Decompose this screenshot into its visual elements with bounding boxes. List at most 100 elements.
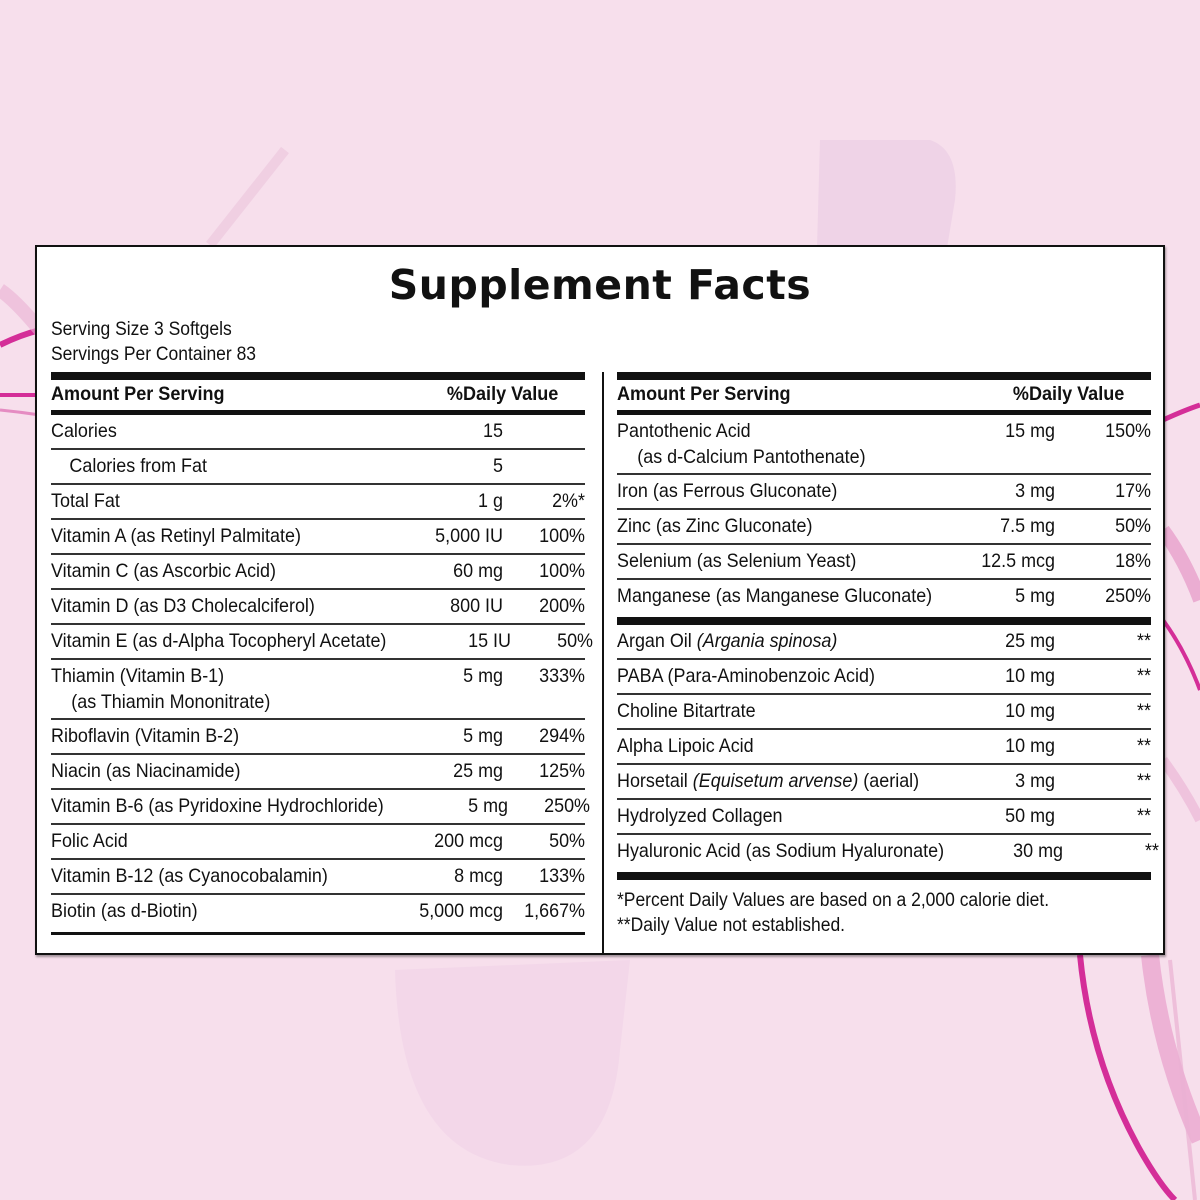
nutrient-amount: 5 [493, 455, 503, 477]
ingredient-dv: ** [1144, 840, 1159, 862]
medium-rule [51, 410, 585, 415]
nutrient-dv: 294% [539, 725, 585, 747]
nutrient-amount: 3 mg [1015, 480, 1055, 502]
nutrient-name-main: Thiamin (Vitamin B-1) [51, 665, 225, 687]
column-header: Amount Per Serving %Daily Value [617, 380, 1124, 410]
table-row: Alpha Lipoic Acid 10 mg ** [617, 728, 1151, 763]
nutrient-amount: 12.5 mcg [981, 550, 1055, 572]
ingredient-name: Hyaluronic Acid (as Sodium Hyaluronate) [617, 840, 945, 862]
table-row: Vitamin D (as D3 Cholecalciferol) 800 IU 2… [51, 588, 585, 623]
ingredient-part: (aerial) [863, 770, 920, 792]
ingredient-dv: ** [1137, 805, 1151, 827]
nutrient-name: Calories [51, 420, 117, 442]
thick-rule [617, 617, 1151, 625]
header-amount: Amount Per Serving [617, 384, 791, 405]
ingredient-dv: ** [1137, 735, 1151, 757]
table-row: Selenium (as Selenium Yeast) 12.5 mcg 18% [617, 543, 1151, 578]
table-row: Hyaluronic Acid (as Sodium Hyaluronate) 3… [617, 833, 1159, 868]
footnote-percent: *Percent Daily Values are based on a 2,0… [617, 890, 1050, 911]
nutrient-amount: 5 mg [1015, 585, 1055, 607]
nutrient-dv: 100% [539, 525, 585, 547]
column-divider [602, 372, 604, 953]
nutrient-dv: 100% [539, 560, 585, 582]
nutrient-source: (as d-Calcium Pantothenate) [637, 446, 866, 468]
nutrient-amount: 8 mcg [454, 865, 503, 887]
ingredient-latin-name: (Argania spinosa) [696, 630, 838, 652]
nutrient-dv: 250% [1105, 585, 1151, 607]
thick-rule [617, 372, 1151, 380]
table-row: Pantothenic Acid (as d-Calcium Pantothena… [617, 415, 1151, 473]
nutrient-dv: 2%* [552, 490, 585, 512]
column-header: Amount Per Serving %Daily Value [51, 380, 558, 410]
ingredient-amount: 10 mg [1005, 735, 1055, 757]
label-title: Supplement Facts [388, 261, 812, 309]
nutrient-amount: 5 mg [463, 665, 503, 687]
ingredient-dv: ** [1137, 700, 1151, 722]
nutrient-dv: 133% [539, 865, 585, 887]
nutrient-name: Vitamin D (as D3 Cholecalciferol) [51, 595, 315, 617]
table-row: Manganese (as Manganese Gluconate) 5 mg 25… [617, 578, 1151, 613]
table-row: Total Fat 1 g 2%* [51, 483, 585, 518]
nutrient-rows-right: Pantothenic Acid (as d-Calcium Pantothena… [617, 415, 1151, 613]
nutrient-amount: 5,000 mcg [419, 900, 503, 922]
other-ingredient-rows: Argan Oil (Argania spinosa) 25 mg ** PABA … [617, 625, 1159, 868]
bottom-rule [51, 932, 585, 935]
table-row: Folic Acid 200 mcg 50% [51, 823, 585, 858]
nutrient-dv: 250% [543, 795, 590, 817]
header-amount: Amount Per Serving [51, 384, 225, 405]
nutrient-dv: 333% [539, 665, 585, 687]
table-row: Hydrolyzed Collagen 50 mg ** [617, 798, 1151, 833]
nutrient-amount: 15 [483, 420, 503, 442]
servings-per-container: Servings Per Container 83 [51, 344, 257, 365]
nutrient-amount: 1 g [478, 490, 503, 512]
nutrient-name: Total Fat [51, 490, 120, 512]
ingredient-name: Argan Oil (Argania spinosa) [617, 628, 937, 654]
footnote-not-established: **Daily Value not established. [617, 915, 846, 936]
nutrient-name: Niacin (as Niacinamide) [51, 760, 241, 782]
serving-size: Serving Size 3 Softgels [51, 319, 232, 340]
table-row: PABA (Para-Aminobenzoic Acid) 10 mg ** [617, 658, 1151, 693]
header-daily-value: %Daily Value [1012, 384, 1125, 405]
table-row: Vitamin A (as Retinyl Palmitate) 5,000 IU… [51, 518, 585, 553]
table-row: Argan Oil (Argania spinosa) 25 mg ** [617, 625, 1151, 658]
thick-rule [617, 872, 1151, 880]
thick-rule [51, 372, 585, 380]
nutrient-name: Zinc (as Zinc Gluconate) [617, 515, 813, 537]
nutrient-name: Thiamin (Vitamin B-1) (as Thiamin Mononit… [51, 663, 379, 715]
ingredient-dv: ** [1137, 770, 1151, 792]
ingredient-name: PABA (Para-Aminobenzoic Acid) [617, 665, 875, 687]
nutrient-name: Iron (as Ferrous Gluconate) [617, 480, 838, 502]
ingredient-name: Hydrolyzed Collagen [617, 805, 783, 827]
ingredient-amount: 30 mg [1012, 840, 1063, 862]
nutrient-name: Vitamin B-6 (as Pyridoxine Hydrochloride… [51, 795, 384, 817]
ingredient-amount: 25 mg [1005, 630, 1055, 652]
nutrient-amount: 5,000 IU [435, 525, 503, 547]
header-daily-value: %Daily Value [446, 384, 559, 405]
table-row: Choline Bitartrate 10 mg ** [617, 693, 1151, 728]
table-row: Zinc (as Zinc Gluconate) 7.5 mg 50% [617, 508, 1151, 543]
ingredient-amount: 50 mg [1005, 805, 1055, 827]
nutrient-dv: 50% [1115, 515, 1151, 537]
table-row: Horsetail (Equisetum arvense) (aerial) 3 … [617, 763, 1151, 798]
nutrient-amount: 25 mg [453, 760, 503, 782]
table-row: Biotin (as d-Biotin) 5,000 mcg 1,667% [51, 893, 585, 928]
nutrient-source: (as Thiamin Mononitrate) [71, 691, 271, 713]
nutrient-dv: 150% [1105, 420, 1151, 442]
table-row: Thiamin (Vitamin B-1) (as Thiamin Mononit… [51, 658, 585, 718]
table-row: Vitamin B-12 (as Cyanocobalamin) 8 mcg 133… [51, 858, 585, 893]
table-row: Calories 15 [51, 415, 585, 448]
nutrient-amount: 800 IU [450, 595, 503, 617]
table-row: Iron (as Ferrous Gluconate) 3 mg 17% [617, 473, 1151, 508]
nutrient-amount: 7.5 mg [1000, 515, 1055, 537]
nutrient-rows-left: Calories 15 Calories from Fat 5 Total Fat 1… [51, 415, 593, 928]
ingredient-dv: ** [1137, 665, 1151, 687]
nutrient-name: Vitamin A (as Retinyl Palmitate) [51, 525, 301, 547]
nutrient-amount: 15 mg [1005, 420, 1055, 442]
ingredient-name-main: Argan Oil [617, 630, 692, 652]
footnotes: *Percent Daily Values are based on a 2,0… [617, 880, 1108, 938]
nutrient-dv: 125% [539, 760, 585, 782]
nutrient-dv: 17% [1115, 480, 1151, 502]
nutrient-dv: 50% [549, 830, 585, 852]
ingredient-name-main: Horsetail [617, 770, 688, 792]
nutrient-name: Calories from Fat [69, 455, 207, 477]
